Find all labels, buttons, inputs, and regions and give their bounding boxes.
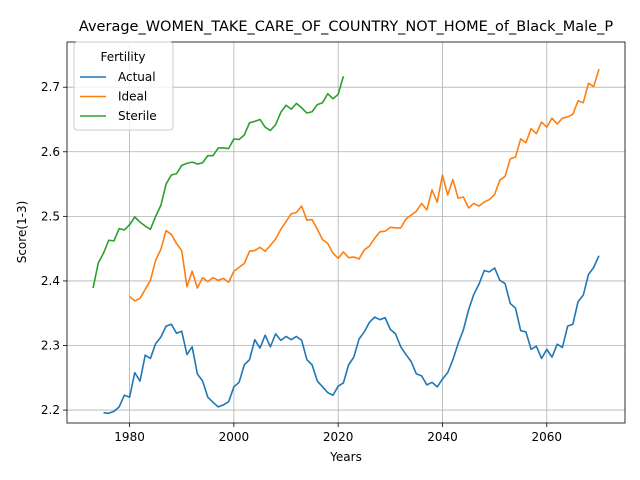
- legend: Fertility Actual Ideal Sterile: [73, 41, 174, 131]
- y-axis-ticks: 2.2 2.3 2.4 2.5 2.6 2.7: [41, 80, 67, 417]
- x-axis-ticks: 1980 2000 2020 2040 2060: [114, 423, 562, 444]
- legend-label-sterile: Sterile: [118, 109, 157, 123]
- x-tick-label: 2040: [427, 430, 458, 444]
- x-tick-label: 2020: [323, 430, 354, 444]
- y-axis-title: Score(1-3): [15, 201, 29, 264]
- plot-frame: [66, 41, 626, 424]
- legend-label-actual: Actual: [118, 70, 156, 84]
- legend-title: Fertility: [100, 50, 145, 64]
- x-tick-label: 2000: [219, 430, 250, 444]
- legend-label-ideal: Ideal: [118, 90, 147, 104]
- y-tick-label: 2.6: [41, 145, 60, 159]
- legend-box: [73, 41, 174, 131]
- y-tick-label: 2.7: [41, 80, 60, 94]
- chart-title: Average_WOMEN_TAKE_CARE_OF_COUNTRY_NOT_H…: [79, 19, 613, 35]
- series-line-sterile: [92, 76, 345, 289]
- x-tick-label: 2060: [532, 430, 563, 444]
- x-axis-title: Years: [329, 450, 362, 464]
- y-tick-label: 2.2: [41, 403, 60, 417]
- series-line-ideal: [129, 68, 600, 302]
- x-tick-label: 1980: [114, 430, 145, 444]
- series-lines: [92, 68, 600, 415]
- y-tick-label: 2.4: [41, 274, 60, 288]
- series-line-actual: [103, 255, 600, 415]
- y-tick-label: 2.5: [41, 209, 60, 223]
- y-tick-label: 2.3: [41, 339, 60, 353]
